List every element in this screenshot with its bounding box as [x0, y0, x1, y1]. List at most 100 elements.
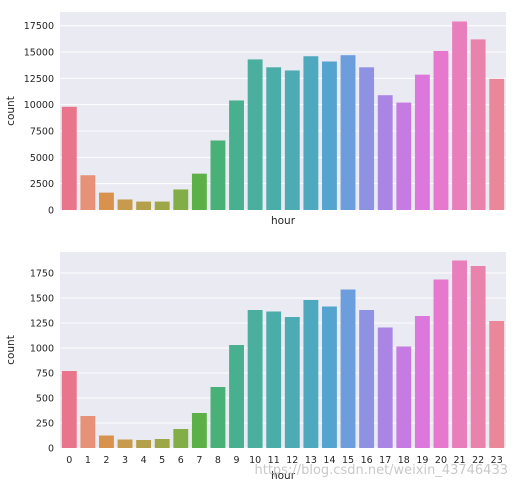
- bar-top-hour-11: [266, 67, 282, 210]
- plot-area-bottom: [60, 252, 506, 448]
- bar-top-hour-14: [322, 61, 337, 210]
- bar-bottom-hour-12: [284, 317, 300, 448]
- y-tick-label-bottom-250: 250: [36, 419, 54, 430]
- y-tick-label-bottom-1500: 1500: [30, 294, 54, 305]
- bars-top: [61, 21, 505, 211]
- x-tick-label-bottom-6: 6: [178, 455, 184, 466]
- bar-bottom-hour-22: [470, 266, 486, 448]
- x-tick-label-bottom-15: 15: [342, 455, 354, 466]
- bar-bottom-hour-1: [80, 416, 96, 448]
- bar-bottom-hour-10: [247, 310, 263, 448]
- bar-bottom-hour-9: [229, 345, 244, 448]
- bar-top-hour-0: [61, 106, 77, 210]
- y-ticks-bottom: 0 250 500 750 1000 1250 1500 1750: [30, 269, 54, 455]
- bar-bottom-hour-15: [340, 289, 356, 448]
- y-axis-label-top: count: [5, 96, 17, 126]
- bar-top-hour-18: [396, 102, 412, 210]
- y-tick-label-top-5000: 5000: [30, 153, 54, 164]
- bar-top-hour-20: [433, 50, 449, 211]
- bar-bottom-hour-4: [136, 440, 152, 448]
- bar-top-hour-1: [80, 175, 96, 210]
- x-tick-label-bottom-10: 10: [249, 455, 261, 466]
- bar-bottom-hour-11: [266, 311, 282, 448]
- gridlines-bottom: [60, 272, 506, 449]
- bars-bottom: [61, 260, 505, 448]
- bar-top-hour-9: [229, 100, 244, 210]
- bar-top-hour-23: [489, 78, 505, 211]
- bar-top-hour-10: [247, 59, 263, 210]
- y-tick-label-bottom-1000: 1000: [30, 344, 54, 355]
- x-tick-label-bottom-23: 23: [491, 455, 503, 466]
- bar-top-hour-12: [284, 70, 300, 211]
- gridlines-top: [60, 25, 506, 211]
- x-tick-label-bottom-8: 8: [215, 455, 221, 466]
- bar-bottom-hour-6: [173, 429, 189, 448]
- bar-bottom-hour-16: [359, 310, 375, 448]
- bar-bottom-hour-19: [414, 316, 430, 448]
- y-tick-label-top-7500: 7500: [30, 127, 54, 138]
- bar-top-hour-19: [414, 74, 430, 211]
- x-tick-label-bottom-11: 11: [268, 455, 280, 466]
- bar-bottom-hour-17: [377, 327, 393, 448]
- y-tick-label-bottom-1750: 1750: [30, 269, 54, 280]
- y-tick-label-top-2500: 2500: [30, 179, 54, 190]
- x-tick-label-bottom-14: 14: [323, 455, 335, 466]
- bar-bottom-hour-20: [433, 279, 449, 448]
- x-tick-label-bottom-1: 1: [85, 455, 91, 466]
- y-axis-label-bottom: count: [5, 335, 17, 365]
- x-tick-label-bottom-5: 5: [159, 455, 165, 466]
- bar-top-hour-22: [470, 39, 486, 210]
- x-tick-label-bottom-18: 18: [398, 455, 410, 466]
- x-tick-label-bottom-19: 19: [416, 455, 428, 466]
- bar-top-hour-2: [99, 192, 114, 210]
- x-tick-label-bottom-20: 20: [435, 455, 447, 466]
- bar-bottom-hour-14: [322, 306, 337, 448]
- y-tick-label-top-12500: 12500: [24, 74, 54, 85]
- x-tick-label-bottom-3: 3: [122, 455, 128, 466]
- bar-bottom-hour-21: [452, 260, 467, 448]
- bar-top-hour-6: [173, 189, 189, 210]
- bar-top-hour-15: [340, 55, 356, 211]
- watermark-text: https://blog.csdn.net/weixin_43746433: [254, 463, 508, 478]
- bar-bottom-hour-2: [99, 435, 114, 448]
- bar-top-hour-13: [303, 56, 319, 211]
- x-tick-label-bottom-4: 4: [141, 455, 147, 466]
- y-tick-label-top-15000: 15000: [24, 48, 54, 59]
- bar-bottom-hour-23: [489, 321, 505, 448]
- y-ticks-top: 0 2500 5000 7500 10000 12500 15000 17500: [24, 21, 54, 216]
- x-tick-label-bottom-16: 16: [361, 455, 373, 466]
- bar-bottom-hour-8: [210, 387, 226, 448]
- bar-top-hour-7: [191, 173, 207, 210]
- y-tick-label-top-17500: 17500: [24, 21, 54, 32]
- y-tick-label-bottom-1250: 1250: [30, 319, 54, 330]
- x-tick-label-bottom-21: 21: [453, 455, 465, 466]
- x-tick-label-bottom-9: 9: [234, 455, 240, 466]
- bar-top-hour-8: [210, 140, 226, 210]
- x-axis-label-top: hour: [271, 215, 296, 227]
- x-tick-label-bottom-13: 13: [305, 455, 317, 466]
- bar-top-hour-4: [136, 201, 152, 210]
- bar-top-hour-16: [359, 67, 375, 210]
- x-tick-label-bottom-2: 2: [103, 455, 109, 466]
- bar-top-hour-21: [452, 21, 467, 210]
- x-tick-label-bottom-22: 22: [472, 455, 484, 466]
- y-tick-label-bottom-500: 500: [36, 394, 54, 405]
- y-tick-label-top-10000: 10000: [24, 100, 54, 111]
- x-tick-label-bottom-0: 0: [66, 455, 72, 466]
- y-tick-label-bottom-0: 0: [48, 444, 54, 455]
- bar-bottom-hour-5: [154, 439, 170, 448]
- bar-bottom-hour-13: [303, 300, 319, 448]
- x-axis-label-bottom: hour: [271, 470, 296, 482]
- bar-top-hour-3: [117, 199, 133, 210]
- bar-top-hour-5: [154, 201, 170, 210]
- x-ticks-bottom: 0 1 2 3 4 5 6 7 8 9 10 11 12 13 14 15 16 17 18 19 20 21 22 23: [66, 455, 502, 466]
- x-tick-label-bottom-17: 17: [379, 455, 391, 466]
- x-tick-label-bottom-7: 7: [196, 455, 202, 466]
- bar-bottom-hour-7: [191, 413, 207, 448]
- x-tick-label-bottom-12: 12: [286, 455, 298, 466]
- bar-bottom-hour-3: [117, 439, 133, 448]
- y-tick-label-top-0: 0: [48, 206, 54, 217]
